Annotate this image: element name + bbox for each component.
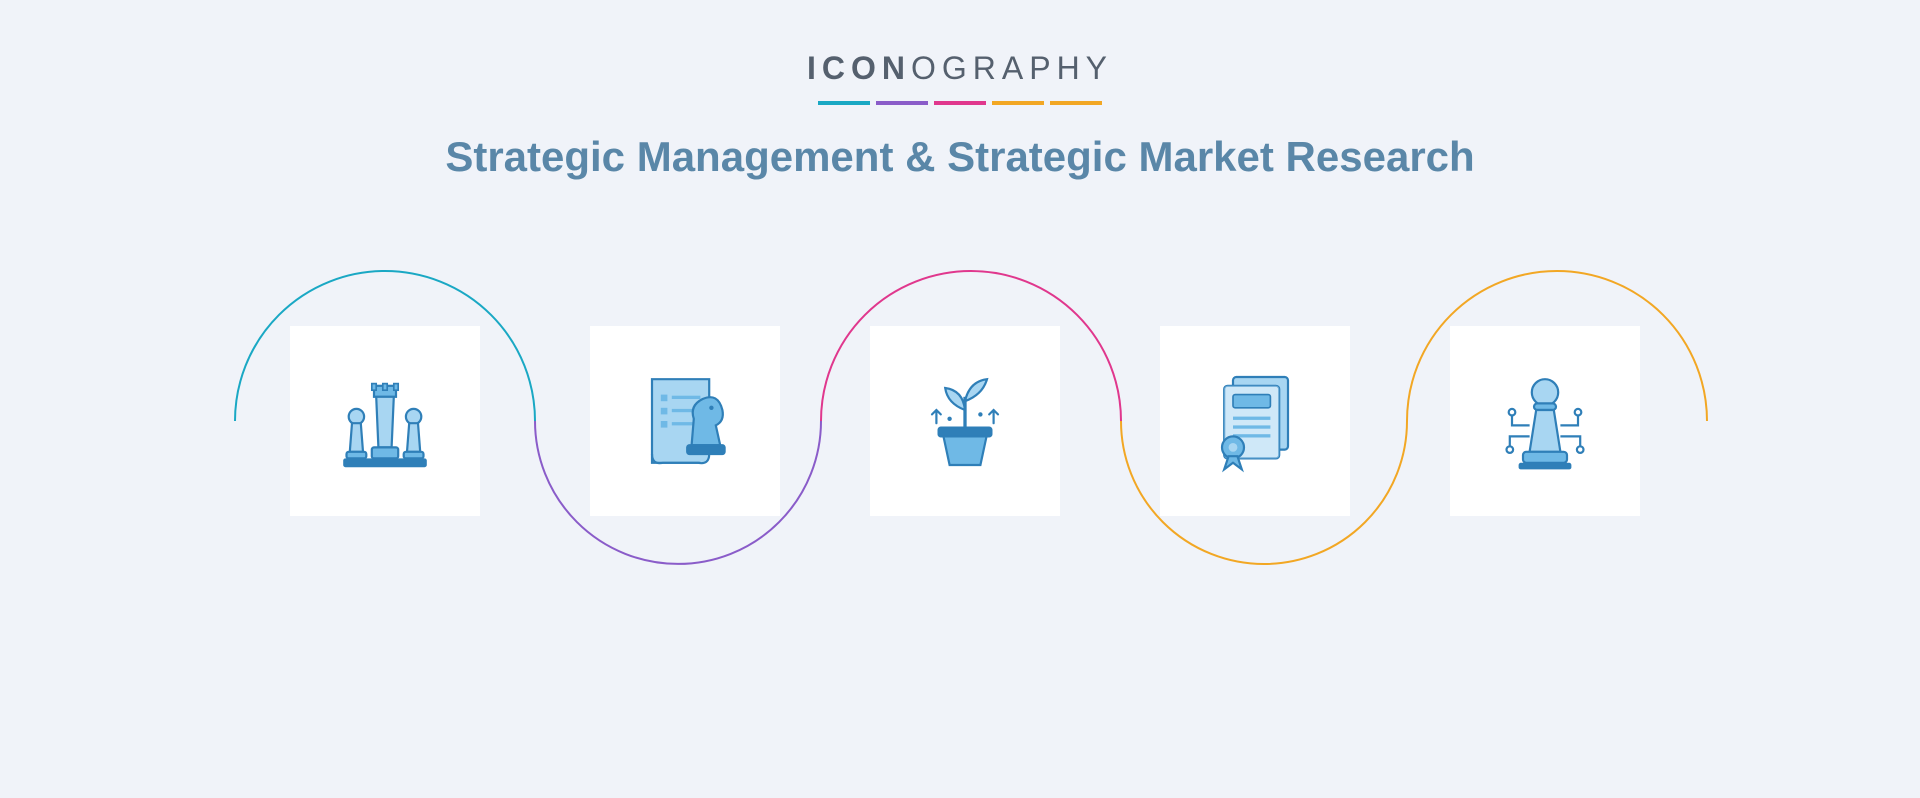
icon-card bbox=[290, 326, 480, 516]
icon-card bbox=[1160, 326, 1350, 516]
accent-bar bbox=[818, 101, 870, 105]
accent-bars bbox=[160, 101, 1760, 105]
icon-stage bbox=[160, 231, 1760, 611]
accent-bar bbox=[934, 101, 986, 105]
chess-pieces-icon bbox=[330, 366, 440, 476]
brand-suffix: OGRAPHY bbox=[911, 50, 1113, 86]
accent-bar bbox=[992, 101, 1044, 105]
strategy-list-icon bbox=[630, 366, 740, 476]
brand-wordmark: ICONOGRAPHY bbox=[160, 50, 1760, 87]
plant-growth-icon bbox=[910, 366, 1020, 476]
icon-card bbox=[590, 326, 780, 516]
brand-prefix: ICON bbox=[807, 50, 911, 86]
icon-card bbox=[870, 326, 1060, 516]
infographic-container: ICONOGRAPHY Strategic Management & Strat… bbox=[160, 40, 1760, 611]
header: ICONOGRAPHY Strategic Management & Strat… bbox=[160, 40, 1760, 181]
icon-card bbox=[1450, 326, 1640, 516]
certificate-icon bbox=[1200, 366, 1310, 476]
pawn-circuit-icon bbox=[1490, 366, 1600, 476]
accent-bar bbox=[876, 101, 928, 105]
page-title: Strategic Management & Strategic Market … bbox=[160, 133, 1760, 181]
accent-bar bbox=[1050, 101, 1102, 105]
